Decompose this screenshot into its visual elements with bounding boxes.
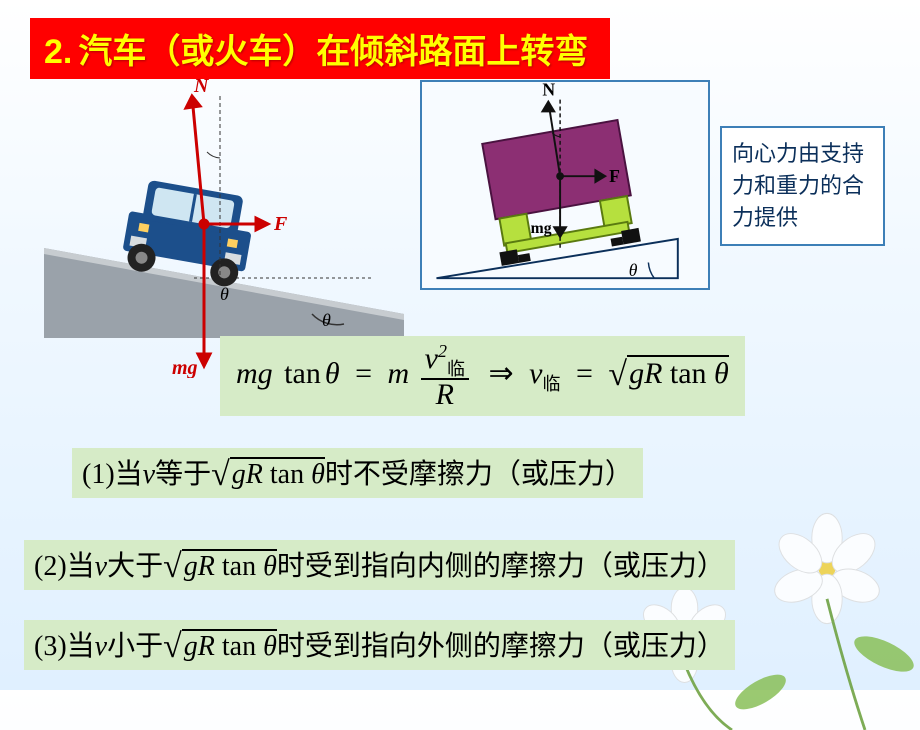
title-text: 汽车（或火车）在倾斜路面上转弯 <box>78 24 588 73</box>
N-label-left: N <box>193 78 210 97</box>
condition-line-1: (1)当v等于√gR tan θ时不受摩擦力（或压力） <box>72 448 643 498</box>
title-number: 2. <box>44 33 72 72</box>
condition-line-2: (2)当v大于√gR tan θ时受到指向内侧的摩擦力（或压力） <box>24 540 735 590</box>
eq-sqrt-body: gR tan θ <box>627 355 729 390</box>
mg-label-left: mg <box>172 357 198 378</box>
F-label-left: F <box>273 213 288 235</box>
eq-mg: mg <box>236 357 273 390</box>
car-slope-diagram: θ θ N F mg <box>44 78 404 378</box>
condition-line-3: (3)当v小于√gR tan θ时受到指向外侧的摩擦力（或压力） <box>24 620 735 670</box>
mg-label-right: mg <box>531 220 552 237</box>
eq-eq2: = <box>576 357 593 390</box>
eq-vcrit: v临 <box>529 357 560 390</box>
eq-frac: v2临 R <box>421 342 469 410</box>
theta-label-right: θ <box>629 260 638 280</box>
eq-tan: tan <box>284 357 321 390</box>
theta-label-center: θ <box>220 284 229 304</box>
center-equation: mg tanθ = m v2临 R ⇒ v临 = √gR tan θ <box>220 336 745 416</box>
eq-arrow: ⇒ <box>489 357 514 390</box>
theta-label-slope: θ <box>322 310 331 330</box>
section-title: 2. 汽车（或火车）在倾斜路面上转弯 <box>30 18 610 79</box>
eq-theta: θ <box>325 357 340 390</box>
caption-box: 向心力由支持力和重力的合力提供 <box>720 126 885 246</box>
F-label-right: F <box>609 166 620 186</box>
N-label-right: N <box>542 80 555 100</box>
eq-eq1: = <box>355 357 372 390</box>
eq-sqrt-sym: √ <box>608 356 627 393</box>
eq-m: m <box>388 357 410 390</box>
train-slope-diagram: θ N F mg <box>420 80 710 290</box>
